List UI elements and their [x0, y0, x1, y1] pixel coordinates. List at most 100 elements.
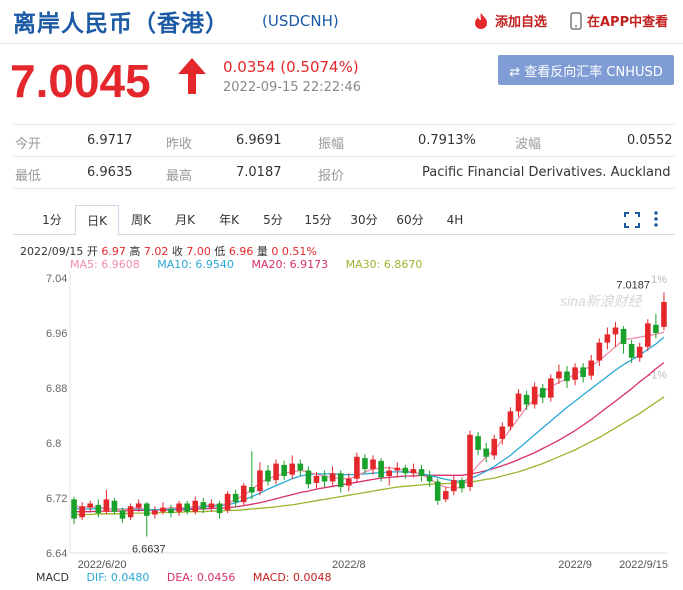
- candle-body: [265, 470, 271, 482]
- tab-60min[interactable]: 60分: [396, 213, 424, 227]
- candle-body: [531, 386, 538, 405]
- candle-body: [620, 328, 627, 344]
- candle-body: [604, 334, 611, 343]
- tab-1min[interactable]: 1分: [42, 213, 62, 227]
- tab-5min[interactable]: 5分: [263, 213, 283, 227]
- flame-icon: [475, 12, 487, 29]
- high-annotation: 7.0187: [616, 280, 650, 292]
- candle-body: [644, 323, 651, 347]
- candle-body: [127, 506, 134, 518]
- candle-body: [653, 324, 659, 333]
- candle-body: [556, 371, 562, 379]
- ohlc-low: 6.96: [228, 245, 254, 258]
- candle-body: [507, 411, 514, 427]
- view-in-app-button[interactable]: 在APP中查看: [569, 11, 668, 30]
- fullscreen-icon[interactable]: [624, 212, 640, 228]
- candle-body: [362, 458, 368, 470]
- ohlc-vol: 0: [271, 245, 279, 258]
- tab-30min[interactable]: 30分: [350, 213, 378, 227]
- candle-body: [176, 503, 182, 512]
- candle-body: [426, 476, 433, 482]
- x-tick-label: 2022/6/20: [78, 559, 127, 570]
- candle-body: [119, 510, 126, 519]
- candle-body: [87, 503, 94, 508]
- low-annotation: 6.6637: [132, 544, 166, 556]
- candle-body: [459, 480, 465, 489]
- candle-body: [588, 360, 595, 376]
- symbol-code: (USDCNH): [262, 12, 339, 30]
- dif-value: DIF: 0.0480: [86, 571, 150, 584]
- open-label: 今开: [15, 137, 42, 152]
- candle-body: [434, 481, 441, 501]
- quote-time: 2022-09-15 22:22:46: [223, 80, 362, 95]
- x-tick-label: 2022/8: [332, 559, 366, 570]
- phone-icon: [570, 11, 582, 30]
- ma10-legend: MA10: 6.9540: [157, 258, 234, 271]
- quote-label: 报价: [318, 169, 345, 184]
- candle-body: [313, 476, 320, 483]
- candle-body: [548, 378, 554, 398]
- candle-body: [208, 503, 215, 508]
- tab-yearly[interactable]: 年K: [219, 213, 239, 227]
- prev-close-label: 昨收: [166, 137, 193, 152]
- candle-body: [240, 485, 247, 503]
- candle-body: [273, 463, 279, 481]
- tab-monthly[interactable]: 月K: [175, 213, 195, 227]
- candle-body: [467, 434, 473, 487]
- x-tick-label: 2022/9: [558, 559, 592, 570]
- y-tick-label: 7.04: [46, 273, 67, 285]
- amplitude-value: 0.7913%: [418, 133, 476, 148]
- ma-legend: MA5: 6.9608 MA10: 6.9540 MA20: 6.9173 MA…: [70, 258, 436, 271]
- open-value: 6.9717: [87, 133, 133, 148]
- ma20-legend: MA20: 6.9173: [251, 258, 329, 271]
- page-header: 离岸人民币（香港） (USDCNH) 添加自选 在APP中查看: [0, 0, 683, 44]
- candle-body: [596, 342, 603, 361]
- candle-body: [523, 394, 530, 405]
- tab-weekly[interactable]: 周K: [131, 213, 151, 227]
- candle-body: [103, 499, 110, 512]
- candle-body: [612, 327, 619, 335]
- candle-body: [442, 491, 449, 500]
- swing-label: 波幅: [515, 137, 542, 152]
- candle-body: [184, 503, 190, 512]
- tab-15min[interactable]: 15分: [304, 213, 332, 227]
- ohlc-open-label: 开: [86, 245, 98, 258]
- candle-body: [628, 344, 635, 358]
- candle-body: [451, 480, 457, 492]
- ma5-line: [73, 331, 665, 513]
- ohlc-pct: 0.51%: [281, 245, 317, 258]
- ma30-legend: MA30: 6.8670: [345, 258, 423, 271]
- more-icon[interactable]: [652, 210, 660, 228]
- candle-body: [168, 509, 174, 514]
- page-title: 离岸人民币（香港）: [13, 11, 229, 37]
- candle-body: [354, 456, 360, 479]
- y-tick-label: 6.8: [46, 438, 61, 450]
- candle-body: [378, 460, 384, 478]
- dea-value: DEA: 0.0456: [166, 571, 236, 584]
- tab-daily[interactable]: 日K: [75, 205, 119, 236]
- high-label: 最高: [166, 169, 193, 184]
- macd-legend: MACD DIF: 0.0480 DEA: 0.0456 MACD: 0.004…: [36, 571, 346, 584]
- candle-body: [475, 436, 481, 450]
- ohlc-vol-label: 量: [256, 245, 268, 258]
- low-value: 6.9635: [87, 165, 133, 180]
- x-tick-label: 2022/9/15: [619, 559, 668, 570]
- candle-body: [192, 500, 199, 512]
- quote-source-value: Pacific Financial Derivatives. Auckland: [422, 165, 671, 180]
- kline-chart[interactable]: 7.046.966.886.86.726.644%3%2%1%-1%2022/6…: [0, 270, 683, 570]
- reverse-rate-button[interactable]: ⇄ 查看反向汇率 CNHUSD: [498, 55, 674, 85]
- candle-body: [160, 507, 166, 512]
- candle-body: [499, 426, 506, 439]
- macd-value: MACD: 0.0048: [252, 571, 332, 584]
- up-arrow-icon: [178, 58, 206, 94]
- candle-body: [321, 476, 328, 482]
- candle-body: [289, 463, 296, 475]
- low-label: 最低: [15, 169, 42, 184]
- candle-body: [200, 502, 207, 509]
- high-value: 7.0187: [236, 165, 282, 180]
- candle-body: [636, 346, 643, 358]
- tab-4h[interactable]: 4H: [446, 213, 464, 227]
- candle-body: [345, 478, 352, 486]
- pct-tick-label: -1%: [647, 370, 667, 382]
- add-favorite-button[interactable]: 添加自选: [471, 11, 547, 30]
